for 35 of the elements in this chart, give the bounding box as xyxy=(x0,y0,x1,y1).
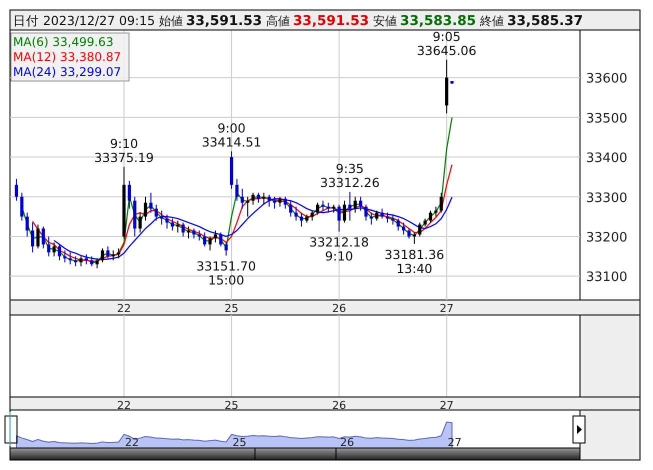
y-tick-label: 33300 xyxy=(586,190,628,206)
category-label: 25 xyxy=(224,399,239,412)
legend: MA(6) 33,499.63 MA(12) 33,380.87 MA(24) 33,299.07 xyxy=(10,32,130,82)
chart-title: 日付 2023/12/27 09:15 xyxy=(13,13,156,28)
annotation: 33181.36 13:40 xyxy=(384,246,444,276)
text: 安値 xyxy=(373,14,398,28)
text: 33,591.53 xyxy=(293,13,370,29)
y-tick-label: 33400 xyxy=(586,151,628,166)
category-label: 27 xyxy=(440,399,454,412)
text: 始値 xyxy=(159,14,184,28)
text: 33,583.85 xyxy=(400,13,476,29)
text: 高値 xyxy=(266,14,290,28)
y-tick-label: 33200 xyxy=(586,230,628,246)
x-tick-label: 27 xyxy=(440,302,454,315)
text: 33,591.53 xyxy=(186,13,262,29)
annotation: 9:05 33645.06 xyxy=(416,28,477,58)
x-tick-label: 22 xyxy=(117,302,131,315)
category-label: 25 xyxy=(232,436,247,449)
line-series xyxy=(21,116,453,263)
category-label: 26 xyxy=(340,436,354,449)
x-tick-label: 25 xyxy=(224,302,239,315)
annotation: 33212.18 9:10 xyxy=(309,234,369,264)
annotation: 9:10 33375.19 xyxy=(94,136,154,165)
category-label: 22 xyxy=(117,399,131,412)
y-tick-label: 33600 xyxy=(586,72,628,87)
y-tick-label: 33500 xyxy=(586,111,628,126)
x-tick-label: 26 xyxy=(332,302,346,315)
y-tick-label: 33100 xyxy=(586,270,628,286)
category-label: 26 xyxy=(332,399,346,412)
text: 33,585.37 xyxy=(507,13,584,29)
annotation: 9:00 33414.51 xyxy=(202,120,262,150)
annotation: 33151.70 15:00 xyxy=(196,258,256,288)
text: 終値 xyxy=(479,14,504,28)
annotation: 9:35 33312.26 xyxy=(320,160,380,190)
category-label: 22 xyxy=(125,436,139,449)
